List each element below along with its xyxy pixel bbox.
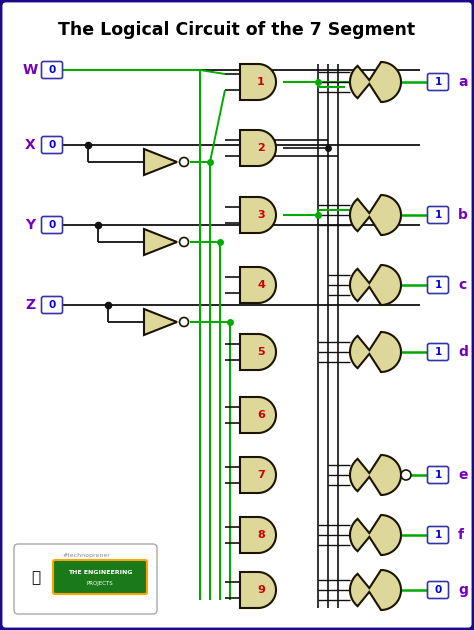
Text: The Logical Circuit of the 7 Segment: The Logical Circuit of the 7 Segment <box>58 21 416 39</box>
Polygon shape <box>144 309 177 335</box>
FancyBboxPatch shape <box>428 207 448 224</box>
Polygon shape <box>240 64 276 100</box>
Text: 0: 0 <box>434 585 442 595</box>
Text: 🤖: 🤖 <box>31 571 41 585</box>
Polygon shape <box>350 570 401 610</box>
Text: 1: 1 <box>434 347 442 357</box>
Text: 4: 4 <box>257 280 265 290</box>
Text: 1: 1 <box>434 470 442 480</box>
Polygon shape <box>240 457 276 493</box>
Circle shape <box>180 318 189 326</box>
Text: e: e <box>458 468 467 482</box>
Text: f: f <box>458 528 464 542</box>
Text: b: b <box>458 208 468 222</box>
Text: g: g <box>458 583 468 597</box>
Polygon shape <box>350 195 401 235</box>
Text: 0: 0 <box>48 220 55 230</box>
Text: Y: Y <box>25 218 35 232</box>
FancyBboxPatch shape <box>42 137 63 154</box>
FancyBboxPatch shape <box>428 343 448 360</box>
Polygon shape <box>350 332 401 372</box>
Circle shape <box>401 470 411 480</box>
Text: 1: 1 <box>257 77 265 87</box>
Text: 5: 5 <box>257 347 265 357</box>
Polygon shape <box>240 130 276 166</box>
Text: PROJECTS: PROJECTS <box>87 580 113 585</box>
Text: 0: 0 <box>48 65 55 75</box>
Polygon shape <box>144 229 177 255</box>
Text: 1: 1 <box>434 77 442 87</box>
FancyBboxPatch shape <box>428 466 448 483</box>
Polygon shape <box>240 572 276 608</box>
FancyBboxPatch shape <box>428 527 448 544</box>
Text: 1: 1 <box>434 210 442 220</box>
Circle shape <box>180 238 189 246</box>
Polygon shape <box>240 397 276 433</box>
FancyBboxPatch shape <box>42 62 63 79</box>
Text: #technoprener: #technoprener <box>62 554 110 559</box>
FancyBboxPatch shape <box>42 297 63 314</box>
Text: Z: Z <box>25 298 35 312</box>
Text: 3: 3 <box>257 210 265 220</box>
Polygon shape <box>350 455 401 495</box>
Polygon shape <box>240 517 276 553</box>
Polygon shape <box>240 267 276 303</box>
Polygon shape <box>240 197 276 233</box>
Polygon shape <box>350 62 401 102</box>
Text: W: W <box>22 63 37 77</box>
Text: c: c <box>458 278 466 292</box>
FancyBboxPatch shape <box>53 560 147 594</box>
Polygon shape <box>240 334 276 370</box>
Polygon shape <box>350 515 401 555</box>
Polygon shape <box>350 265 401 305</box>
FancyBboxPatch shape <box>428 74 448 91</box>
Text: a: a <box>458 75 467 89</box>
Text: 8: 8 <box>257 530 265 540</box>
Text: 0: 0 <box>48 300 55 310</box>
Text: 0: 0 <box>48 140 55 150</box>
Polygon shape <box>144 149 177 175</box>
FancyBboxPatch shape <box>428 277 448 294</box>
Text: X: X <box>25 138 36 152</box>
FancyBboxPatch shape <box>42 217 63 234</box>
Text: 1: 1 <box>434 280 442 290</box>
Text: 1: 1 <box>434 530 442 540</box>
Text: 7: 7 <box>257 470 265 480</box>
Text: THE ENGINEERING: THE ENGINEERING <box>68 571 132 575</box>
Text: 6: 6 <box>257 410 265 420</box>
FancyBboxPatch shape <box>14 544 157 614</box>
FancyBboxPatch shape <box>428 581 448 598</box>
Text: 9: 9 <box>257 585 265 595</box>
Text: d: d <box>458 345 468 359</box>
Text: 2: 2 <box>257 143 265 153</box>
Circle shape <box>180 158 189 166</box>
